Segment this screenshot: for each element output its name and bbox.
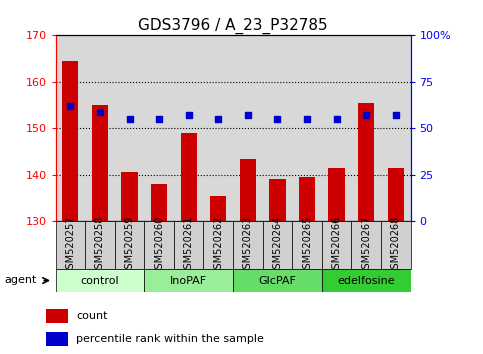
- Text: edelfosine: edelfosine: [337, 275, 395, 286]
- Text: GSM520260: GSM520260: [154, 216, 164, 275]
- Text: control: control: [81, 275, 119, 286]
- Text: InoPAF: InoPAF: [170, 275, 207, 286]
- FancyBboxPatch shape: [56, 269, 144, 292]
- FancyBboxPatch shape: [292, 221, 322, 269]
- FancyBboxPatch shape: [56, 221, 85, 269]
- Text: GSM520261: GSM520261: [184, 216, 194, 275]
- FancyBboxPatch shape: [381, 221, 411, 269]
- Point: [96, 109, 104, 114]
- FancyBboxPatch shape: [233, 269, 322, 292]
- Point: [273, 116, 281, 122]
- Bar: [210, 196, 227, 221]
- Bar: [46, 332, 68, 346]
- Text: GSM520258: GSM520258: [95, 216, 105, 275]
- Text: count: count: [76, 311, 108, 321]
- FancyBboxPatch shape: [263, 221, 292, 269]
- Point: [333, 116, 341, 122]
- FancyBboxPatch shape: [85, 221, 115, 269]
- Text: GlcPAF: GlcPAF: [258, 275, 297, 286]
- FancyBboxPatch shape: [144, 269, 233, 292]
- Bar: [240, 159, 256, 221]
- FancyBboxPatch shape: [322, 269, 411, 292]
- Text: GSM520267: GSM520267: [361, 216, 371, 275]
- Bar: [181, 133, 197, 221]
- Text: GSM520262: GSM520262: [213, 216, 223, 275]
- FancyBboxPatch shape: [322, 221, 352, 269]
- Bar: [62, 61, 78, 221]
- Point: [362, 113, 370, 118]
- Text: GSM520264: GSM520264: [272, 216, 283, 275]
- FancyBboxPatch shape: [233, 221, 263, 269]
- Text: GSM520263: GSM520263: [243, 216, 253, 275]
- FancyBboxPatch shape: [203, 221, 233, 269]
- Point: [244, 113, 252, 118]
- Text: GSM520266: GSM520266: [332, 216, 341, 275]
- Text: GSM520268: GSM520268: [391, 216, 401, 275]
- Bar: [92, 105, 108, 221]
- Text: agent: agent: [5, 275, 37, 285]
- Bar: [328, 168, 345, 221]
- Point: [214, 116, 222, 122]
- FancyBboxPatch shape: [144, 221, 174, 269]
- Point: [392, 113, 399, 118]
- Bar: [121, 172, 138, 221]
- Point: [155, 116, 163, 122]
- Bar: [299, 177, 315, 221]
- Bar: [151, 184, 167, 221]
- Point: [185, 113, 193, 118]
- Point: [67, 103, 74, 109]
- Text: GSM520265: GSM520265: [302, 216, 312, 275]
- FancyBboxPatch shape: [115, 221, 144, 269]
- Point: [303, 116, 311, 122]
- Title: GDS3796 / A_23_P32785: GDS3796 / A_23_P32785: [138, 18, 328, 34]
- FancyBboxPatch shape: [174, 221, 203, 269]
- FancyBboxPatch shape: [352, 221, 381, 269]
- Point: [126, 116, 133, 122]
- Bar: [388, 168, 404, 221]
- Bar: [270, 179, 285, 221]
- Text: percentile rank within the sample: percentile rank within the sample: [76, 334, 264, 344]
- Text: GSM520259: GSM520259: [125, 216, 134, 275]
- Bar: [358, 103, 374, 221]
- Bar: [46, 309, 68, 323]
- Text: GSM520257: GSM520257: [65, 215, 75, 275]
